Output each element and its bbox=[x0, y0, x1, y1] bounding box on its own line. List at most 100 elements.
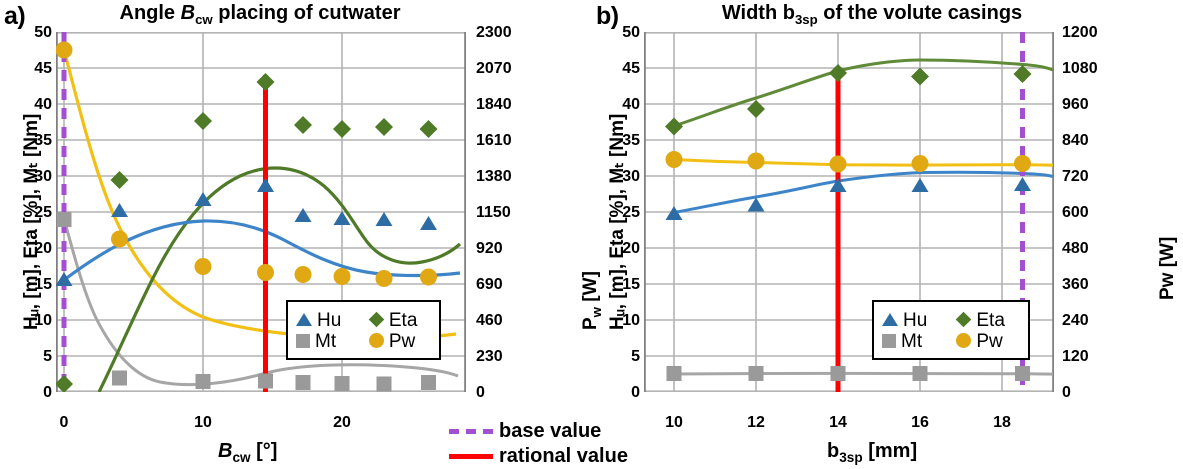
legend-entry-rational-value: rational value bbox=[449, 445, 628, 468]
legend-label-mt: Mt bbox=[901, 331, 923, 352]
dashed-line-icon bbox=[449, 429, 493, 434]
legend-entry-hu-a: Hu bbox=[296, 310, 355, 331]
chart-title-a: Angle Bcw placing of cutwater bbox=[80, 2, 440, 27]
circle-marker-icon bbox=[368, 333, 384, 348]
series-line-hu-b bbox=[673, 170, 1054, 214]
square-marker-icon bbox=[296, 333, 310, 348]
axis-frame-b bbox=[644, 32, 1054, 392]
x-tick-a-20: 20 bbox=[333, 414, 351, 431]
chart-title-b-suffix: of the volute casings bbox=[817, 2, 1023, 24]
chart-title-b-symbol-sub: 3sp bbox=[794, 12, 818, 27]
y-right-tick-a-230: 230 bbox=[476, 348, 503, 365]
x-axis-title-a-sub: cw bbox=[232, 450, 251, 465]
legend-label-pw: Pw bbox=[388, 331, 416, 352]
y-left-tick-b-30: 30 bbox=[622, 168, 640, 185]
markers-hu-b bbox=[665, 177, 1031, 220]
chart-title-a-prefix: Angle bbox=[119, 2, 181, 24]
y-right-tick-b-960: 960 bbox=[1062, 96, 1089, 113]
y-right-tick-b-0: 0 bbox=[1062, 384, 1071, 401]
y-left-tick-a-5: 5 bbox=[43, 348, 52, 365]
x-tick-a-10: 10 bbox=[194, 414, 212, 431]
legend-label-hu: Hu bbox=[903, 310, 928, 331]
legend-entry-eta-a: Eta bbox=[368, 310, 431, 331]
chart-title-b-symbol: b bbox=[782, 2, 795, 24]
x-tick-a-0: 0 bbox=[59, 414, 69, 431]
y-left-tick-b-0: 0 bbox=[631, 384, 640, 401]
series-line-pw-b bbox=[673, 158, 1054, 167]
legend-label-mt: Mt bbox=[315, 331, 337, 352]
y-right-tick-b-480: 480 bbox=[1062, 240, 1089, 257]
y-left-tick-b-20: 20 bbox=[622, 240, 640, 257]
plot-svg-b bbox=[644, 32, 1054, 392]
diamond-marker-icon bbox=[368, 311, 385, 328]
series-line-eta-b bbox=[673, 58, 1054, 128]
y-right-tick-b-600: 600 bbox=[1062, 204, 1089, 221]
markers-eta-a bbox=[56, 73, 438, 392]
y-left-tick-b-40: 40 bbox=[622, 96, 640, 113]
chart-title-b: Width b3sp of the volute casings bbox=[672, 2, 1072, 27]
x-axis-title-a-symbol: B bbox=[218, 440, 233, 462]
legend-label-pw: Pw bbox=[976, 331, 1003, 352]
y-left-tick-b-5: 5 bbox=[631, 348, 640, 365]
markers-mt-b bbox=[666, 366, 1030, 381]
y-right-tick-b-1080: 1080 bbox=[1062, 60, 1098, 77]
square-marker-icon bbox=[882, 333, 896, 348]
chart-title-a-symbol-sub: cw bbox=[195, 12, 213, 27]
markers-pw-a bbox=[56, 41, 437, 287]
y-right-tick-a-690: 690 bbox=[476, 276, 503, 293]
x-tick-b-18: 18 bbox=[993, 414, 1011, 431]
chart-title-a-suffix: placing of cutwater bbox=[212, 2, 401, 24]
x-axis-title-b: b3sp [mm] bbox=[827, 440, 917, 465]
y-right-tick-a-1150: 1150 bbox=[476, 204, 511, 221]
x-axis-title-b-sub: 3sp bbox=[839, 450, 863, 465]
chart-title-b-prefix: Width bbox=[721, 2, 783, 24]
y-right-tick-b-720: 720 bbox=[1062, 168, 1089, 185]
series-line-eta-a bbox=[97, 166, 462, 392]
legend-entry-hu-b: Hu bbox=[882, 310, 942, 331]
triangle-marker-icon bbox=[882, 313, 898, 326]
value-marker-legend: base value rational value bbox=[449, 420, 628, 468]
legend-label-hu: Hu bbox=[317, 310, 342, 331]
y-left-tick-a-40: 40 bbox=[34, 96, 52, 113]
legend-entry-base-value: base value bbox=[449, 420, 628, 443]
series-legend-b: Hu Eta Mt Pw bbox=[872, 300, 1030, 360]
y-right-tick-b-240: 240 bbox=[1062, 312, 1089, 329]
legend-label-eta: Eta bbox=[388, 310, 418, 331]
y-left-tick-a-35: 35 bbox=[34, 132, 52, 149]
markers-pw-b bbox=[665, 151, 1031, 173]
y-right-tick-a-1380: 1380 bbox=[476, 168, 512, 185]
markers-hu-a bbox=[56, 178, 437, 286]
y-left-tick-b-25: 25 bbox=[622, 204, 640, 221]
legend-entry-eta-b: Eta bbox=[956, 310, 1020, 331]
x-tick-b-14: 14 bbox=[829, 414, 847, 431]
markers-eta-b bbox=[665, 64, 1032, 136]
x-tick-b-12: 12 bbox=[747, 414, 765, 431]
legend-entry-mt-a: Mt bbox=[296, 331, 355, 352]
legend-label-rational-value: rational value bbox=[499, 445, 628, 467]
y-left-tick-b-35: 35 bbox=[622, 132, 640, 149]
series-line-pw-a bbox=[62, 49, 457, 341]
series-legend-a: Hu Eta Mt Pw bbox=[286, 300, 441, 360]
y-right-tick-b-360: 360 bbox=[1062, 276, 1089, 293]
x-axis-title-a-unit: [°] bbox=[250, 440, 278, 462]
panel-tag-b: b) bbox=[596, 2, 619, 30]
y-right-tick-a-2070: 2070 bbox=[476, 60, 512, 77]
y-left-tick-b-15: 15 bbox=[622, 276, 640, 293]
y-right-tick-a-2300: 2300 bbox=[476, 24, 512, 41]
x-axis-title-a: Bcw [°] bbox=[218, 440, 277, 465]
y-right-tick-a-920: 920 bbox=[476, 240, 503, 257]
y-left-tick-b-45: 45 bbox=[622, 60, 640, 77]
y-right-tick-b-840: 840 bbox=[1062, 132, 1089, 149]
x-tick-b-16: 16 bbox=[911, 414, 929, 431]
x-axis-title-b-unit: [mm] bbox=[862, 440, 918, 462]
y-left-tick-a-50: 50 bbox=[34, 24, 52, 41]
y-left-tick-a-20: 20 bbox=[34, 240, 52, 257]
legend-entry-pw-a: Pw bbox=[368, 331, 431, 352]
x-axis-title-b-symbol: b bbox=[827, 440, 840, 462]
y-left-tick-b-50: 50 bbox=[622, 24, 640, 41]
solid-line-icon bbox=[449, 454, 493, 459]
triangle-marker-icon bbox=[296, 313, 312, 326]
y-right-tick-b-120: 120 bbox=[1062, 348, 1089, 365]
legend-label-eta: Eta bbox=[976, 310, 1005, 331]
markers-mt-a bbox=[56, 212, 436, 392]
